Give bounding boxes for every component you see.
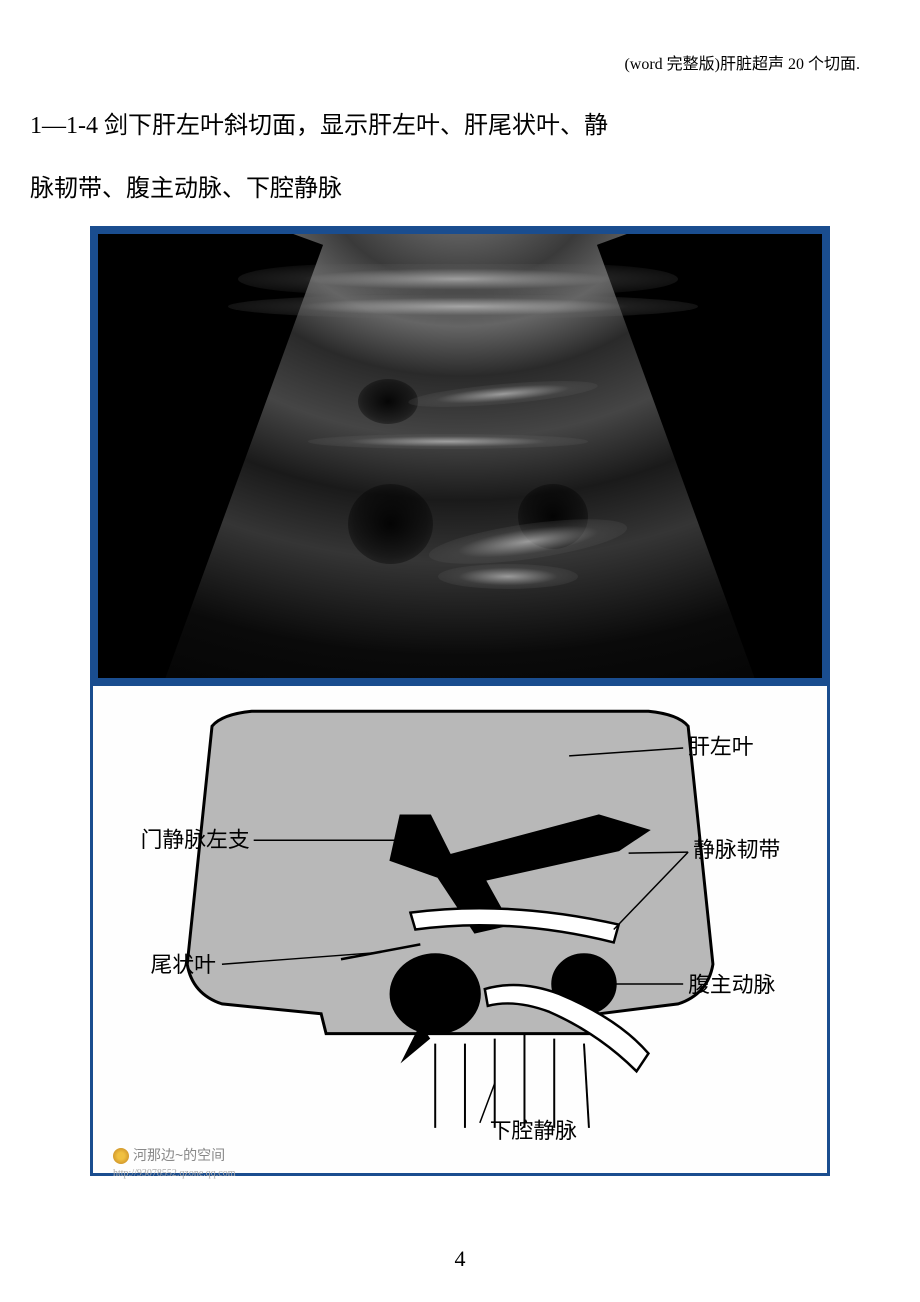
echo-spine-2	[438, 564, 578, 589]
ultrasound-image	[90, 226, 830, 686]
label-liver-left: 肝左叶	[688, 735, 753, 759]
diagram-svg: 肝左叶 门静脉左支 静脉韧带 尾状叶 腹主动脉 下腔静脉	[93, 686, 827, 1173]
label-ivc: 下腔静脉	[490, 1118, 577, 1142]
label-aorta: 腹主动脉	[688, 973, 775, 997]
echo-ivc	[348, 484, 433, 564]
figure-container: 肝左叶 门静脉左支 静脉韧带 尾状叶 腹主动脉 下腔静脉 河那边~的空间 htt…	[90, 226, 830, 1176]
page-number: 4	[455, 1246, 466, 1272]
label-venous-ligament: 静脉韧带	[693, 838, 780, 862]
section-title-line2: 脉韧带、腹主动脉、下腔静脉	[30, 163, 890, 216]
watermark-text: 河那边~的空间	[133, 1147, 225, 1163]
echo-layer-2	[228, 294, 698, 319]
watermark-url: http://93078552.qzone.qq.com	[113, 1168, 236, 1179]
anatomical-diagram: 肝左叶 门静脉左支 静脉韧带 尾状叶 腹主动脉 下腔静脉 河那边~的空间 htt…	[90, 686, 830, 1176]
section-title-line1: 1—1-4 剑下肝左叶斜切面，显示肝左叶、肝尾状叶、静	[30, 100, 890, 153]
label-line-ligament	[629, 852, 689, 853]
spine-line-6	[584, 1043, 589, 1127]
watermark: 河那边~的空间	[113, 1145, 225, 1165]
label-caudate: 尾状叶	[151, 953, 216, 977]
echo-skin-line	[238, 264, 678, 294]
ivc-shape	[391, 954, 480, 1033]
document-header: (word 完整版)肝脏超声 20 个切面.	[30, 50, 890, 74]
label-line-ivc	[480, 1083, 495, 1123]
label-portal-vein: 门静脉左支	[141, 828, 250, 852]
echo-ligament	[308, 434, 588, 449]
watermark-icon	[113, 1148, 129, 1164]
